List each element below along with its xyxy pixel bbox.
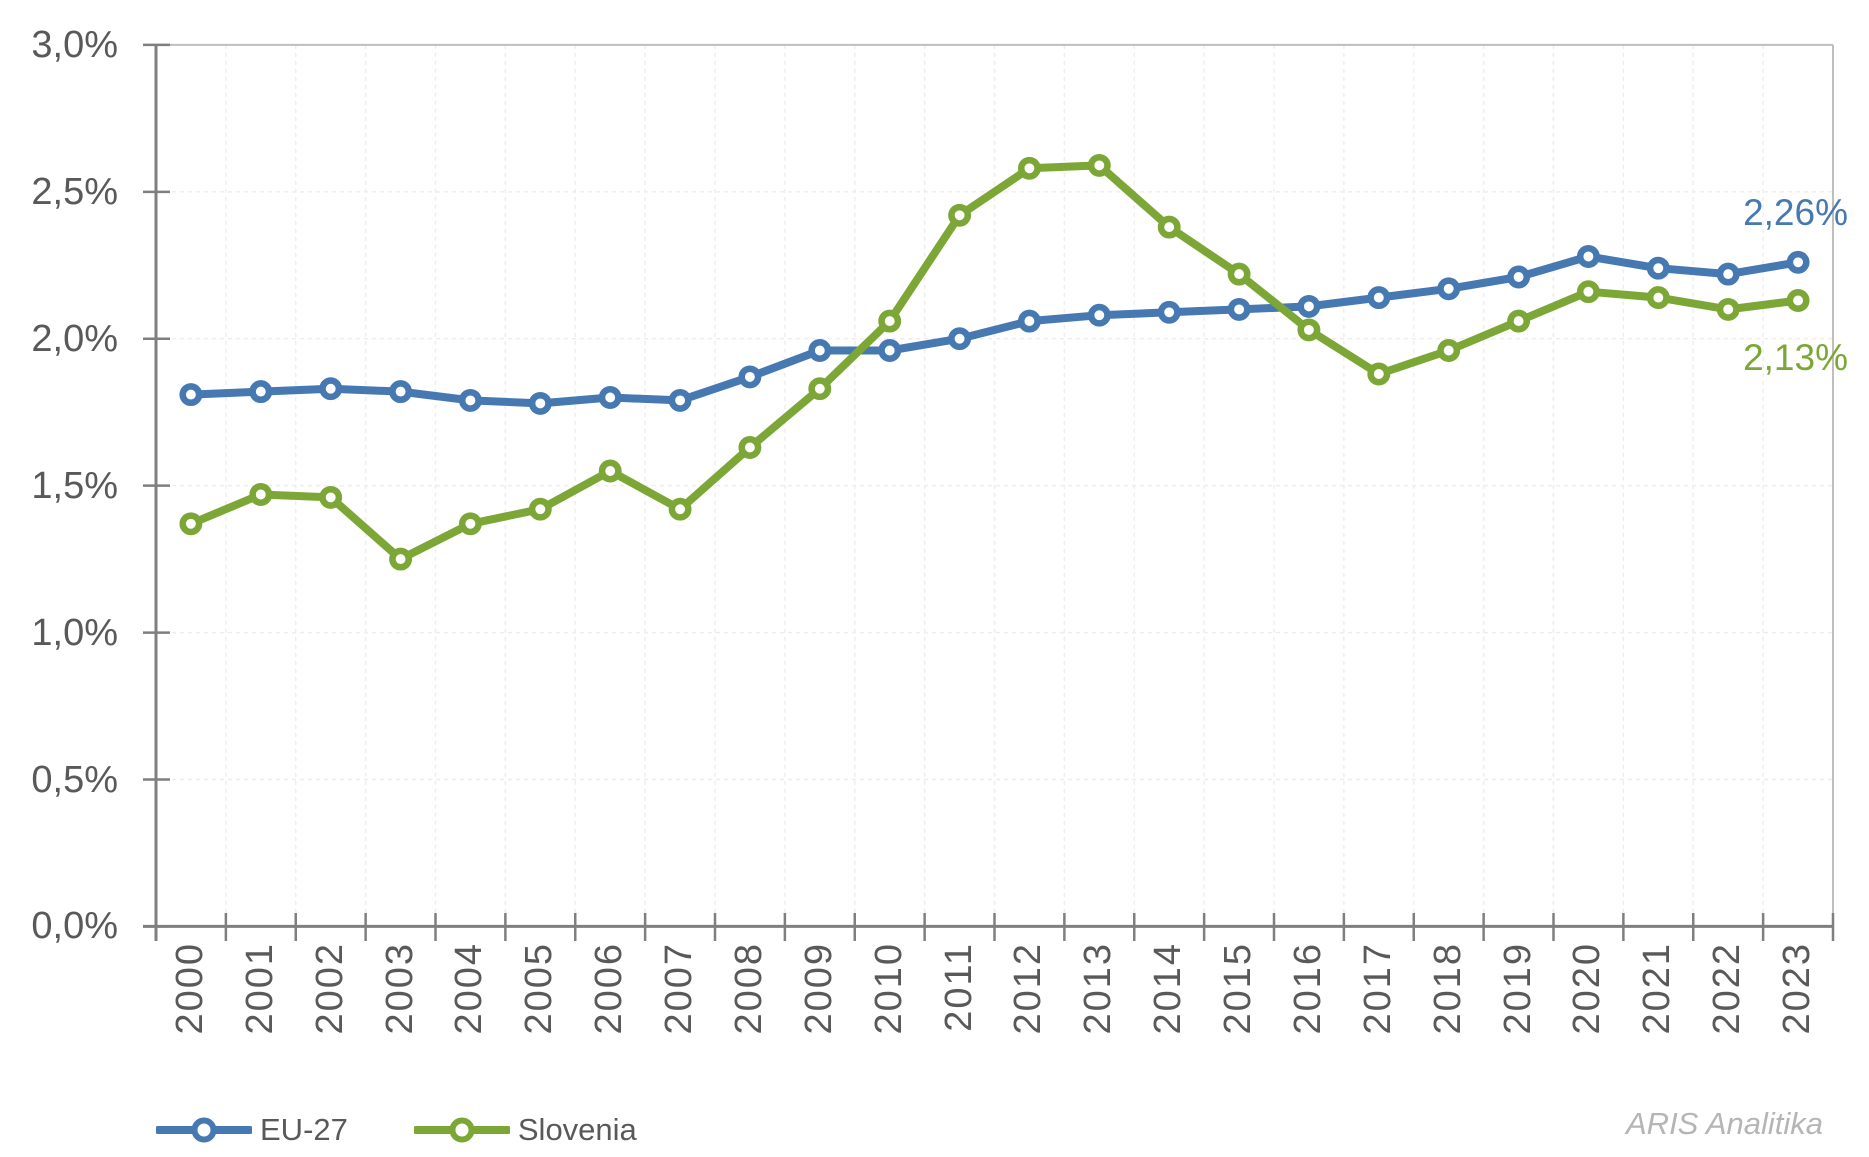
y-axis-tick-label: 1,5% [31,464,118,507]
legend: EU-27 Slovenia [156,1112,637,1148]
x-axis-tick-label: 2010 [867,942,910,1035]
x-axis-tick-label: 2016 [1286,942,1329,1035]
series-marker-slovenia-2009 [808,377,832,401]
series-marker-eu-27-2004 [458,388,482,412]
series-marker-eu-27-2008 [738,365,762,389]
legend-label-eu27: EU-27 [260,1112,348,1147]
x-axis-tick-label: 2002 [308,942,351,1035]
series-marker-eu-27-2022 [1716,262,1740,286]
y-axis-tick-label: 1,0% [31,611,118,654]
series-marker-eu-27-2016 [1297,294,1321,318]
series-marker-slovenia-2010 [878,309,902,333]
x-axis-tick-label: 2004 [448,942,491,1035]
series-marker-eu-27-2017 [1367,286,1391,310]
x-axis-tick-label: 2022 [1706,942,1749,1035]
series-marker-slovenia-2008 [738,436,762,459]
series-marker-eu-27-2021 [1646,256,1670,280]
x-axis-tick-label: 2014 [1147,942,1190,1035]
series-marker-eu-27-2001 [249,380,273,404]
x-axis-tick-label: 2015 [1217,942,1260,1035]
series-marker-slovenia-2005 [528,497,552,521]
x-axis-tick-label: 2008 [727,942,770,1035]
x-axis-tick-label: 2020 [1566,942,1609,1035]
series-marker-slovenia-2019 [1507,309,1531,333]
x-axis-tick-label: 2019 [1496,942,1539,1035]
series-marker-eu-27-2013 [1087,303,1111,327]
series-marker-slovenia-2001 [249,483,273,506]
x-axis-tick-label: 2011 [937,942,980,1032]
series-marker-slovenia-2015 [1227,262,1251,286]
series-marker-eu-27-2002 [319,377,343,401]
series-marker-eu-27-2015 [1227,297,1251,321]
slovenia-line-marker-icon [413,1117,510,1143]
series-marker-eu-27-2012 [1017,309,1041,333]
series-marker-eu-27-2014 [1157,300,1181,324]
x-axis-tick-label: 2007 [658,942,701,1035]
x-axis-tick-label: 2006 [588,942,631,1035]
series-marker-eu-27-2005 [528,391,552,415]
data-label-slovenia-2023: 2,13% [1743,337,1848,378]
series-marker-eu-27-2009 [808,339,832,362]
x-axis-tick-label: 2001 [238,942,281,1035]
x-axis-tick-label: 2023 [1776,942,1819,1035]
y-axis-tick-label: 3,0% [31,23,118,66]
legend-label-slovenia: Slovenia [517,1112,637,1147]
series-marker-slovenia-2020 [1576,280,1600,304]
y-axis-tick-label: 0,0% [31,905,118,948]
y-axis-tick-label: 2,5% [31,170,118,213]
series-marker-slovenia-2017 [1367,362,1391,386]
series-marker-eu-27-2000 [179,383,203,407]
series-marker-eu-27-2010 [878,339,902,362]
x-axis-tick-label: 2003 [378,942,421,1035]
credit-text: ARIS Analitika [1626,1106,1823,1141]
x-axis-tick-label: 2000 [168,942,211,1035]
series-marker-slovenia-2012 [1017,156,1041,180]
series-marker-eu-27-2006 [598,386,622,409]
series-marker-eu-27-2019 [1507,265,1531,289]
x-axis-tick-label: 2017 [1356,942,1399,1035]
legend-item-slovenia: Slovenia [413,1112,637,1148]
x-axis-tick-label: 2018 [1426,942,1469,1035]
y-axis-tick-label: 2,0% [31,317,118,360]
series-marker-slovenia-2023 [1786,289,1810,312]
series-marker-slovenia-2007 [668,497,692,521]
series-marker-eu-27-2023 [1786,250,1810,274]
series-marker-slovenia-2003 [389,547,413,571]
series-marker-slovenia-2018 [1437,339,1461,362]
x-axis-tick-label: 2013 [1077,942,1120,1035]
series-marker-eu-27-2018 [1437,277,1461,301]
y-axis-tick-label: 0,5% [31,758,118,801]
series-marker-slovenia-2022 [1716,297,1740,321]
series-marker-eu-27-2007 [668,388,692,412]
series-line-eu-27 [186,252,1803,408]
series-marker-slovenia-2021 [1646,286,1670,310]
series-line-slovenia [186,161,1803,564]
series-marker-slovenia-2002 [319,485,343,509]
series-marker-slovenia-2016 [1297,318,1321,342]
series-marker-eu-27-2011 [948,327,972,351]
x-axis-tick-label: 2005 [518,942,561,1035]
series-marker-eu-27-2003 [389,380,413,404]
x-axis-tick-label: 2012 [1007,942,1050,1035]
series-marker-slovenia-2014 [1157,215,1181,239]
x-axis-tick-label: 2021 [1636,942,1679,1035]
series-marker-slovenia-2006 [598,459,622,483]
data-label-eu27-2023: 2,26% [1743,192,1848,233]
x-axis-tick-label: 2009 [797,942,840,1035]
series-marker-eu-27-2020 [1576,245,1600,268]
series-marker-slovenia-2013 [1087,153,1111,177]
series-marker-slovenia-2000 [179,512,203,536]
series-marker-slovenia-2011 [948,203,972,227]
series-marker-slovenia-2004 [458,512,482,536]
eu27-line-marker-icon [156,1117,252,1143]
legend-item-eu27: EU-27 [156,1112,348,1148]
